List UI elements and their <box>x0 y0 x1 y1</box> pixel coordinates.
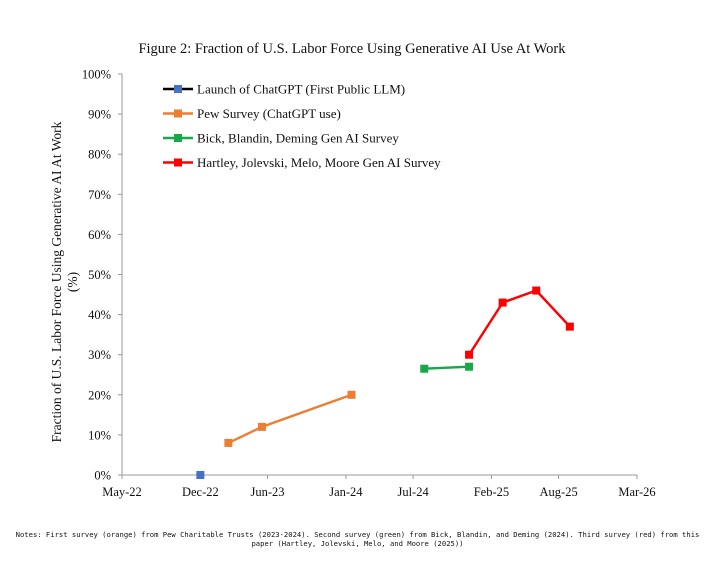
y-tick-label: 60% <box>88 228 111 242</box>
legend: Launch of ChatGPT (First Public LLM) Pew … <box>163 82 441 170</box>
series-3-point <box>465 362 474 371</box>
legend-label-1: Launch of ChatGPT (First Public LLM) <box>197 82 405 97</box>
legend-label-4: Hartley, Jolevski, Melo, Moore Gen AI Su… <box>197 155 441 170</box>
figure-notes: Notes: First survey (orange) from Pew Ch… <box>15 530 700 548</box>
series-3-line <box>424 365 470 370</box>
series-4-point <box>532 286 541 295</box>
legend-marker-4 <box>174 158 182 167</box>
legend-marker-3 <box>174 134 182 142</box>
y-tick-label: 20% <box>88 388 111 402</box>
y-tick-label: 40% <box>88 308 111 322</box>
y-tick-label: 100% <box>82 68 111 82</box>
y-tick-label: 0% <box>94 469 111 483</box>
x-tick-label: Mar-26 <box>618 485 655 499</box>
y-tick-label: 30% <box>88 348 111 362</box>
series-4-line <box>468 289 571 356</box>
y-tick-label: 80% <box>88 148 111 162</box>
series-2-point <box>257 422 266 431</box>
series-layer <box>196 286 574 479</box>
series-4-point <box>498 298 507 307</box>
legend-label-3: Bick, Blandin, Deming Gen AI Survey <box>197 131 399 146</box>
y-axis-ticks: 0% 10% 20% 30% 40% 50% 60% 70% 80% 90% 100% <box>82 68 122 483</box>
y-tick-label: 50% <box>88 268 111 282</box>
x-tick-label: Aug-25 <box>540 485 578 499</box>
x-tick-label: Jul-24 <box>397 485 429 499</box>
legend-marker-2 <box>174 109 182 118</box>
x-tick-label: Dec-22 <box>182 485 219 499</box>
series-2-line <box>227 393 352 444</box>
y-axis-label-line-2: (%) <box>65 272 80 292</box>
x-tick-label: May-22 <box>102 485 142 499</box>
y-tick-label: 10% <box>88 428 111 442</box>
series-2-point <box>224 438 233 447</box>
series-1-point <box>196 471 205 479</box>
x-tick-label: Jun-23 <box>251 485 285 499</box>
series-3-point <box>420 364 429 373</box>
y-axis-label-line-1: Fraction of U.S. Labor Force Using Gener… <box>49 121 64 442</box>
y-tick-label: 70% <box>88 188 111 202</box>
series-4-point <box>465 350 474 359</box>
x-tick-label: Feb-25 <box>474 485 509 499</box>
x-tick-label: Jan-24 <box>329 485 363 499</box>
legend-marker-1 <box>174 85 182 93</box>
x-axis-ticks: May-22 Dec-22 Jun-23 Jan-24 Jul-24 Feb-25 Aug-… <box>102 475 656 499</box>
legend-label-2: Pew Survey (ChatGPT use) <box>197 106 341 121</box>
chart-title: Figure 2: Fraction of U.S. Labor Force U… <box>138 41 566 57</box>
series-2-point <box>347 390 356 399</box>
series-4-point <box>565 322 574 331</box>
y-tick-label: 90% <box>88 108 111 122</box>
y-axis-label: Fraction of U.S. Labor Force Using Gener… <box>49 121 80 442</box>
